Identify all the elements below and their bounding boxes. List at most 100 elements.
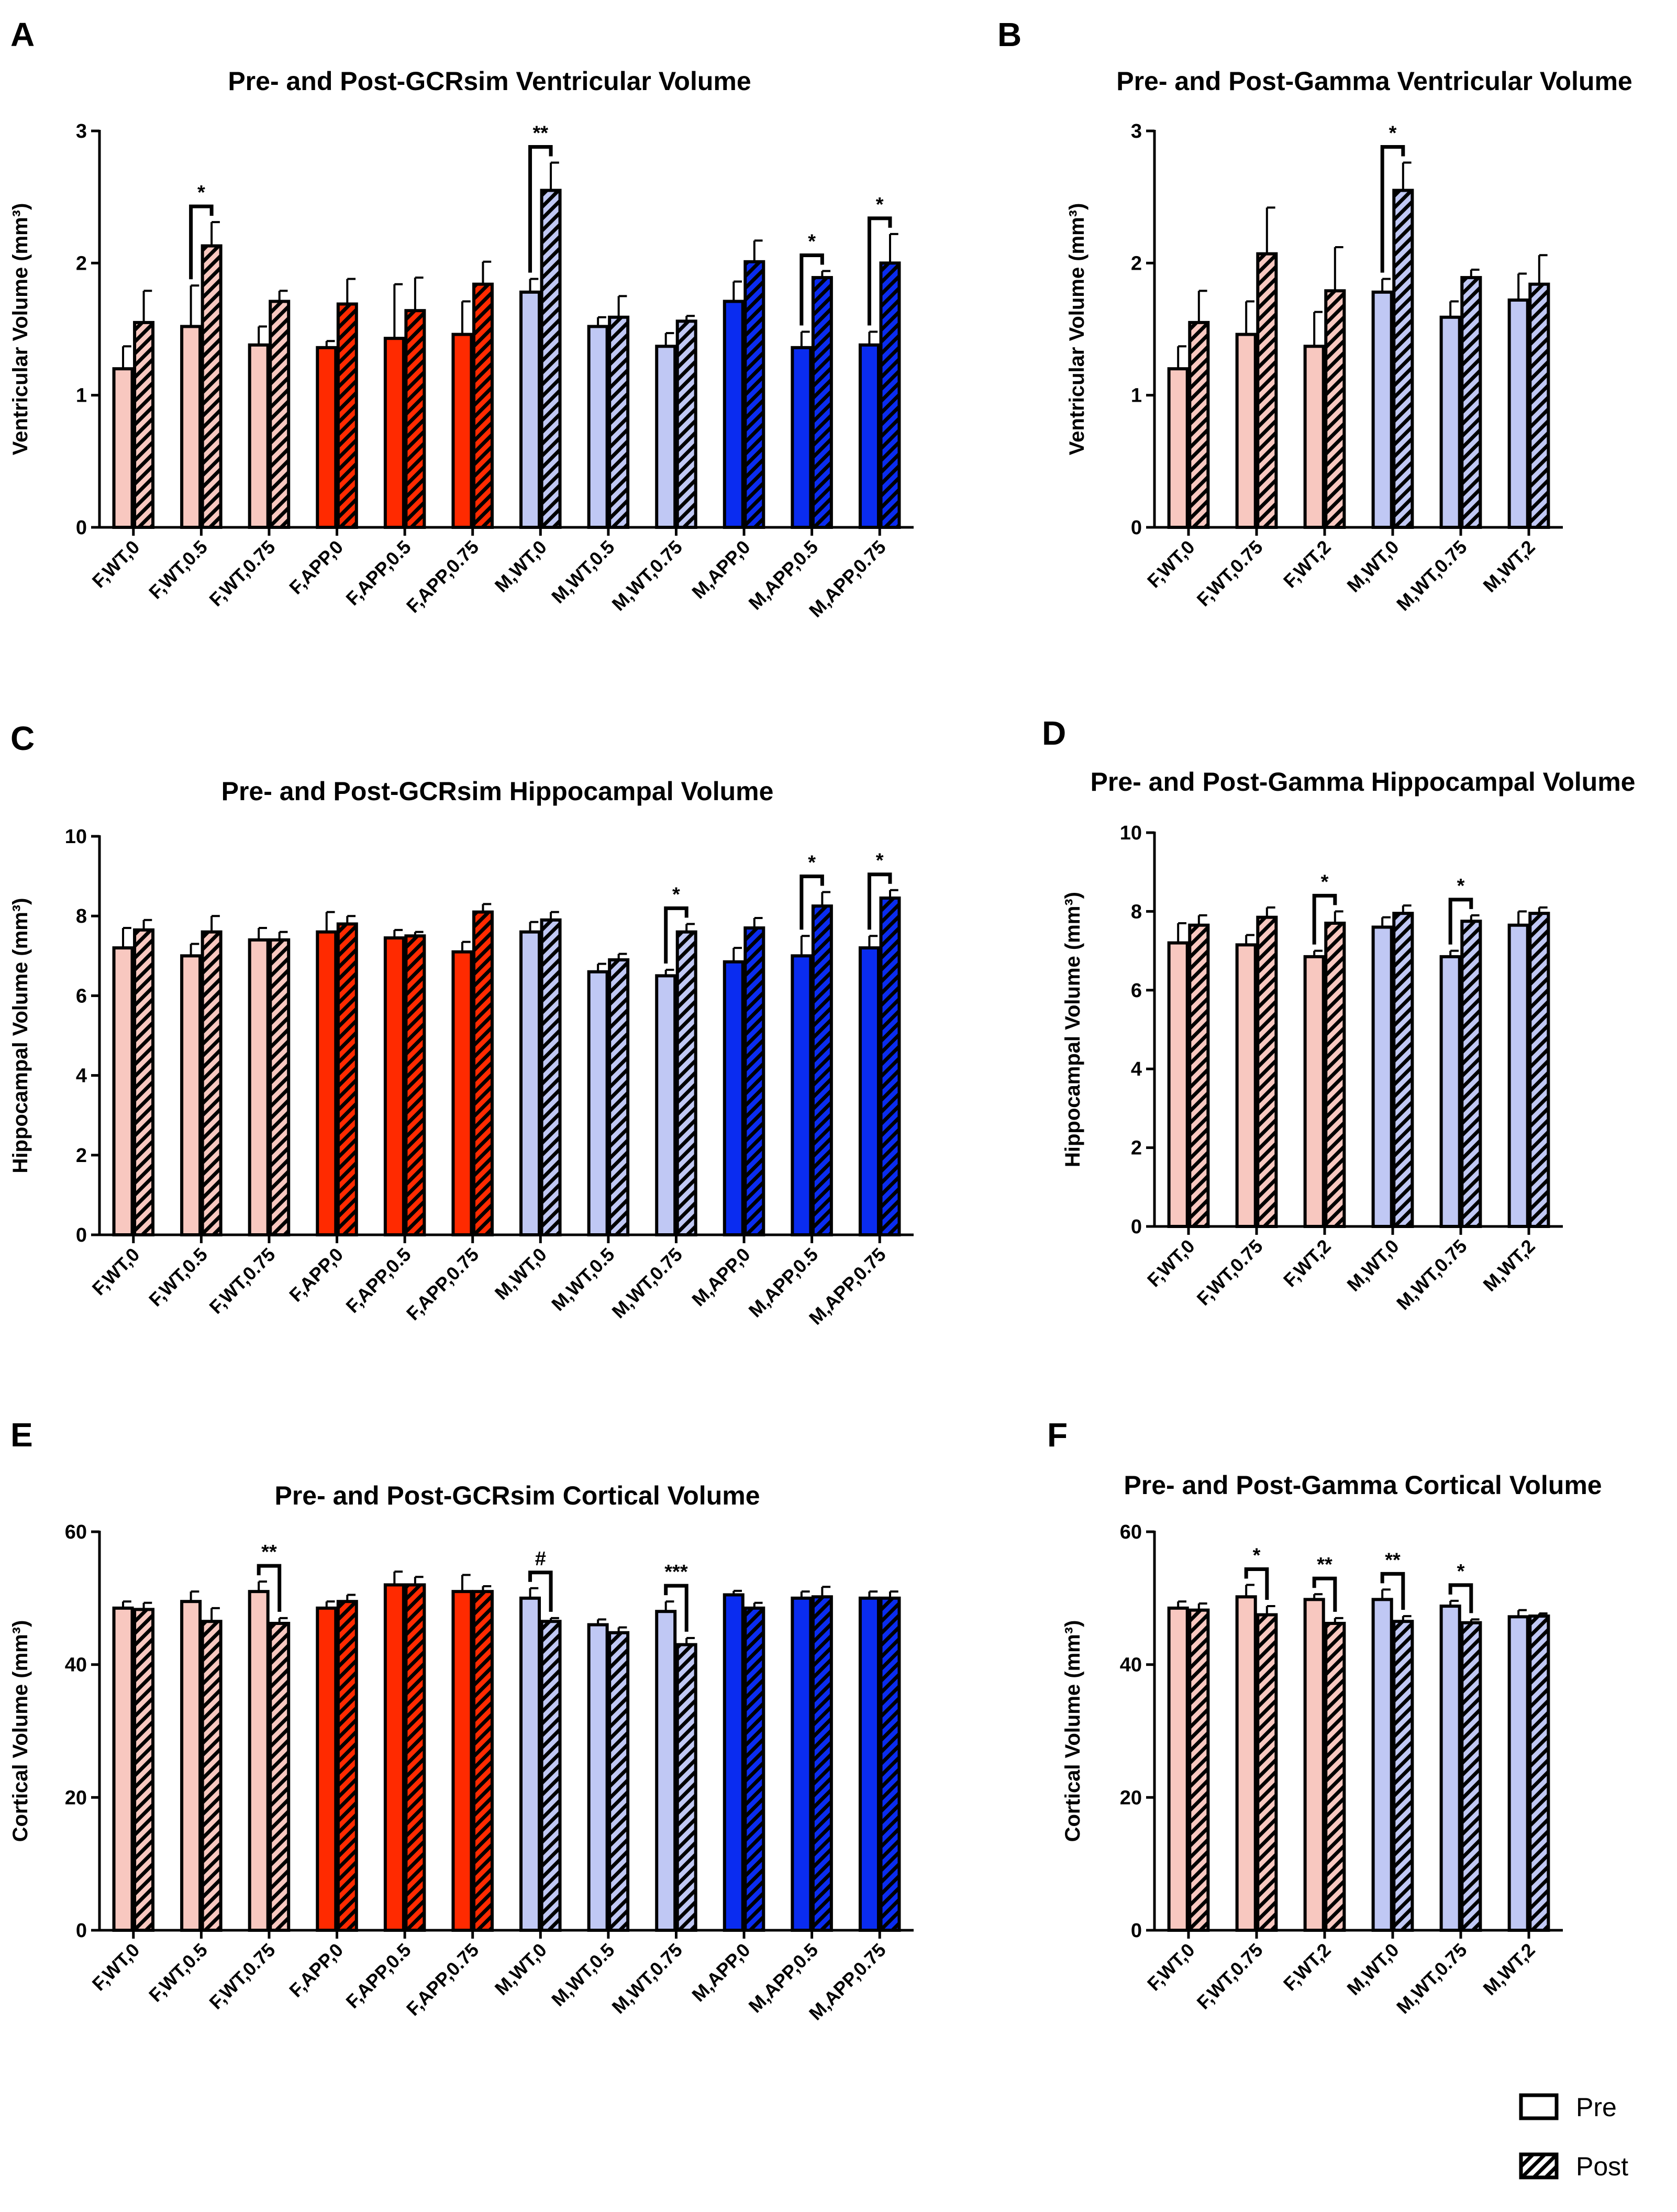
bar-pre [791, 954, 813, 1237]
legend: Pre Post [1519, 2093, 1628, 2181]
bar-post [743, 926, 765, 1236]
x-tick-label: M,WT,0 [491, 1244, 551, 1304]
bar-post [1324, 1622, 1346, 1932]
bar-post [1256, 1613, 1278, 1932]
bar-pre [1507, 1615, 1529, 1932]
significance-label: ** [533, 123, 549, 145]
panel-d: D Pre- and Post-Gamma Hippocampal Volume H… [1042, 714, 1635, 1314]
y-tick-label: 0 [76, 1920, 87, 1942]
x-tick-label: M,WT,0.5 [547, 1939, 618, 2010]
significance-label: ** [1385, 1549, 1401, 1571]
bar-post [1392, 912, 1414, 1229]
significance-label: * [1457, 1561, 1465, 1583]
x-tick-label: M,WT,0 [1342, 1235, 1403, 1296]
x-tick-label: M,WT,2 [1479, 1939, 1539, 1999]
bar-post [1460, 276, 1482, 529]
significance-bracket: * [1312, 871, 1337, 945]
bar-pre [112, 1606, 134, 1932]
x-tick-label: F,APP,0.75 [402, 536, 483, 617]
significance-bracket: * [1448, 875, 1473, 945]
significance-label: * [672, 883, 680, 905]
bar-post [133, 1608, 155, 1932]
chart-title: Pre- and Post-GCRsim Hippocampal Volume [221, 777, 774, 806]
x-tick-label: M,WT,0.5 [547, 1244, 618, 1315]
significance-line [799, 875, 824, 930]
significance-label: ** [1317, 1554, 1332, 1576]
x-tick-label: F,WT,0.5 [145, 1939, 212, 2006]
bar-pre [1235, 1595, 1257, 1932]
bar-pre [1303, 345, 1325, 529]
bar-post [201, 930, 223, 1236]
bar-post [133, 320, 155, 529]
x-tick-label: F,WT,0 [88, 536, 144, 592]
x-tick-label: M,WT,0.75 [1392, 1235, 1471, 1314]
significance-bracket: ** [1312, 1554, 1337, 1612]
bar-pre [858, 343, 880, 529]
bar-post [472, 910, 494, 1236]
bar-pre [451, 1590, 473, 1932]
bar-pre [180, 1600, 202, 1932]
bar-post [1188, 320, 1210, 529]
legend-pre-label: Pre [1576, 2093, 1617, 2122]
significance-line [189, 204, 214, 280]
x-tick-label: F,APP,0.5 [341, 1939, 415, 2012]
bar-post [811, 1595, 833, 1932]
bar-post [811, 276, 833, 529]
bar-post [879, 261, 901, 529]
significance-bracket: * [1244, 1544, 1269, 1600]
panel-letter: E [10, 1416, 33, 1454]
x-tick-label: M,WT,0 [1342, 1939, 1403, 1999]
y-tick-label: 6 [76, 985, 87, 1007]
y-tick-label: 4 [1131, 1058, 1142, 1080]
significance-line [799, 253, 824, 326]
bar-post [269, 1622, 291, 1932]
significance-bracket: * [189, 182, 214, 280]
bar-pre [451, 333, 473, 529]
x-tick-label: M,WT,0.75 [1392, 536, 1471, 615]
bar-pre [316, 1606, 338, 1932]
x-tick-label: F,WT,0.5 [145, 1244, 212, 1311]
x-tick-label: F,WT,0 [88, 1939, 144, 1995]
bar-pre [248, 938, 270, 1236]
panel-letter: C [10, 720, 35, 757]
significance-line [528, 1570, 553, 1612]
bar-pre [383, 1583, 405, 1932]
y-tick-label: 4 [76, 1065, 87, 1087]
x-tick-label: F,APP,0.5 [341, 1244, 415, 1317]
bar-pre [1167, 941, 1189, 1229]
x-tick-label: F,WT,2 [1279, 1235, 1335, 1291]
bar-pre [316, 930, 338, 1236]
significance-line [664, 1584, 688, 1632]
significance-label: * [876, 194, 884, 216]
bar-post [336, 1600, 358, 1932]
bar-pre [791, 346, 813, 529]
bar-pre [1371, 1598, 1393, 1932]
bar-pre [1303, 1598, 1325, 1932]
x-tick-label: M,WT,0.75 [607, 1939, 686, 2018]
bar-post [1460, 920, 1482, 1228]
bar-post [404, 309, 426, 529]
y-axis-label: Cortical Volume (mm³) [9, 1620, 32, 1842]
bar-post [879, 896, 901, 1236]
x-tick-label: F,APP,0.75 [402, 1939, 483, 2020]
x-tick-label: M,APP,0 [687, 536, 754, 603]
bar-pre [587, 970, 609, 1236]
bar-post [336, 922, 358, 1237]
y-axis-label: Ventricular Volume (mm³) [9, 203, 32, 456]
bar-pre [519, 1596, 541, 1932]
x-tick-label: F,WT,0.5 [145, 536, 212, 603]
significance-bracket: ** [528, 123, 553, 273]
y-tick-label: 20 [1120, 1787, 1142, 1809]
significance-bracket: * [1448, 1561, 1473, 1613]
significance-line [1244, 1567, 1269, 1600]
significance-label: *** [664, 1561, 688, 1583]
bar-pre [519, 290, 541, 529]
bar-post [608, 315, 630, 529]
bar-pre [655, 345, 677, 529]
significance-line [1380, 145, 1405, 273]
bar-pre [248, 1590, 270, 1932]
significance-line [664, 906, 688, 964]
bar-pre [791, 1596, 813, 1932]
legend-pre-swatch [1519, 2093, 1559, 2120]
significance-label: * [1457, 875, 1465, 897]
